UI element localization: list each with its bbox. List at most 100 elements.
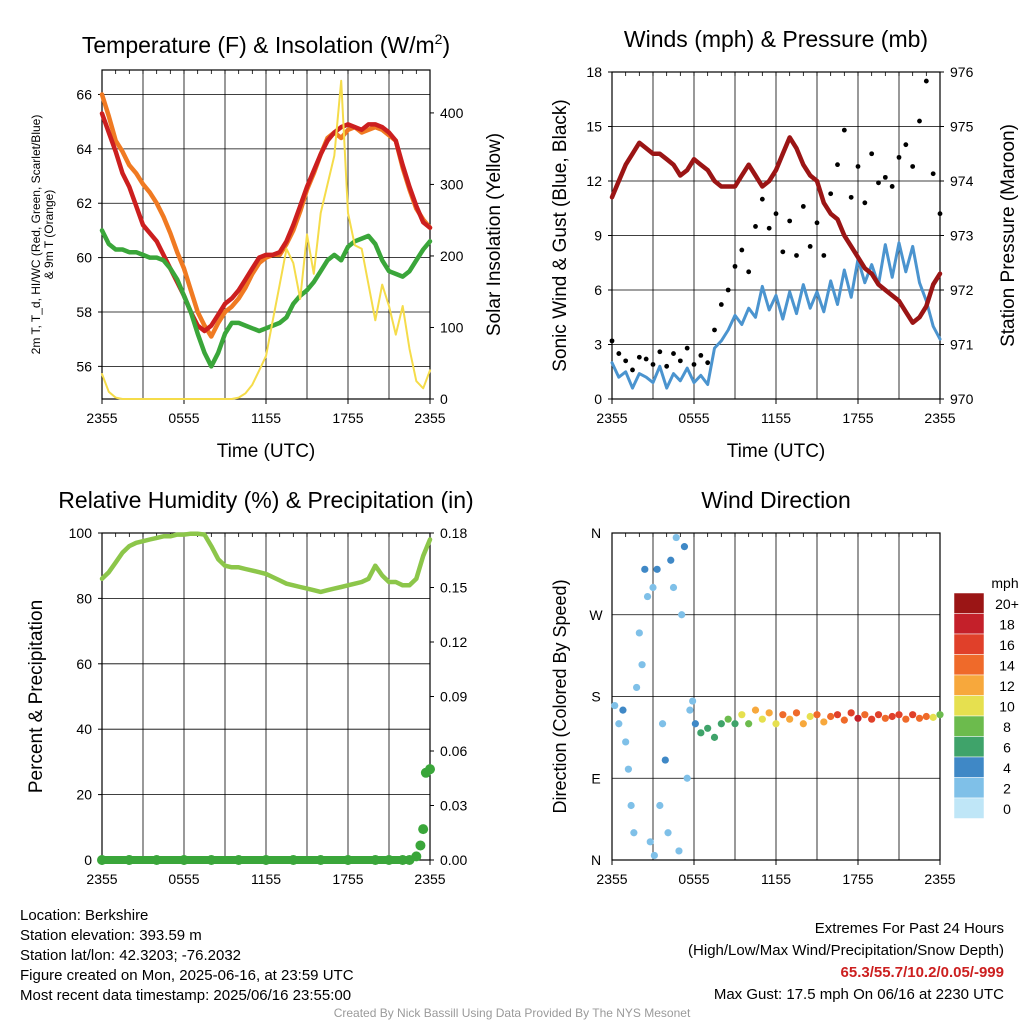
dir-point xyxy=(638,661,646,669)
wind-series-gust-point xyxy=(889,184,895,189)
dir-point xyxy=(678,611,686,619)
dir-point xyxy=(813,711,821,719)
temp-y-axis-right-label: Solar Insolation (Yellow) xyxy=(484,133,505,336)
wind-series-gust-point xyxy=(623,358,629,364)
dir-point xyxy=(833,711,842,719)
colorbar-label: 18 xyxy=(999,617,1015,633)
dir-xtick-label: 1155 xyxy=(761,871,791,887)
dir-point xyxy=(895,711,903,719)
dir-point xyxy=(792,709,801,717)
rh-ytick-label: 100 xyxy=(69,525,93,541)
temp-series-dewpoint-line xyxy=(99,228,433,369)
dir-point xyxy=(922,712,930,721)
rh-ytick-right-label: 0.18 xyxy=(440,525,467,541)
dir-point xyxy=(758,715,766,723)
dir-ytick-label: S xyxy=(591,689,600,705)
wind-chart: Winds (mph) & Pressure (mb) 2355 0555 1155 1… xyxy=(550,26,1019,462)
dir-point xyxy=(656,801,664,810)
wind-series-gust-point xyxy=(828,191,834,197)
temp-ytick-right-label: 400 xyxy=(440,105,464,121)
rh-xtick-label: 1155 xyxy=(251,871,281,887)
colorbar-label: 10 xyxy=(999,699,1015,715)
dir-point xyxy=(929,713,937,721)
wind-series-gust-point xyxy=(691,362,697,367)
rh-series-precipitation-point xyxy=(415,840,426,851)
wind-series-gust-point xyxy=(739,247,745,253)
wind-ytick-right-label: 976 xyxy=(950,64,974,80)
temp-chart: Temperature (F) & Insolation (W/m2) 2355 0… xyxy=(29,31,505,462)
dir-point xyxy=(861,711,869,719)
rh-ytick-right-label: 0.00 xyxy=(440,852,467,868)
rh-xtick-label: 1755 xyxy=(332,871,363,887)
dir-point xyxy=(658,720,667,728)
colorbar-label: 14 xyxy=(999,658,1015,674)
dir-point xyxy=(840,716,848,724)
wind-series-gust-point xyxy=(917,118,922,124)
dir-point xyxy=(627,801,635,810)
colorbar-label: 16 xyxy=(999,637,1015,653)
wind-series-gust-point xyxy=(664,363,670,369)
wind-series-gust-point xyxy=(630,367,635,373)
temp-xtick-label: 1155 xyxy=(251,410,281,426)
wind-series-gust-point xyxy=(937,211,943,217)
dir-point xyxy=(915,714,924,722)
colorbar-swatch xyxy=(953,715,985,737)
temp-xtick-label: 2355 xyxy=(414,410,445,426)
dir-point xyxy=(667,556,675,564)
extremes-info: Extremes For Past 24 Hours (High/Low/Max… xyxy=(688,918,1004,1006)
rh-ytick-right-label: 0.12 xyxy=(440,634,467,650)
dir-point xyxy=(611,701,619,710)
dir-point xyxy=(689,697,697,705)
dir-point xyxy=(799,720,807,728)
wind-series-gust-point xyxy=(787,218,793,224)
colorbar-swatch xyxy=(953,633,985,655)
colorbar-label: 20+ xyxy=(995,596,1019,612)
temp-ytick-right-label: 100 xyxy=(440,319,464,335)
rh-series-precipitation-point xyxy=(425,764,435,775)
wind-series-gust-point xyxy=(616,351,622,356)
wind-series-gust-point xyxy=(869,151,875,157)
colorbar-swatch xyxy=(953,592,985,614)
dir-point xyxy=(641,565,649,573)
wind-series-gust-point xyxy=(862,200,868,206)
colorbar-label: 6 xyxy=(1003,740,1011,756)
dir-point xyxy=(779,711,787,719)
created-label: Figure created on Mon, 2025-06-16, at 23… xyxy=(20,967,354,984)
wind-series-gust-point xyxy=(718,302,724,307)
colorbar-swatch xyxy=(953,736,985,758)
colorbar-swatch xyxy=(953,674,985,696)
temp-x-axis-label: Time (UTC) xyxy=(217,441,316,462)
wind-ytick-label: 9 xyxy=(594,228,602,244)
extremes-values: 65.3/55.7/10.2/0.05/-999 xyxy=(840,964,1004,981)
wind-ytick-label: 15 xyxy=(586,119,602,135)
temp-ytick-right-label: 200 xyxy=(440,248,464,264)
wind-series-gust-point xyxy=(841,127,847,133)
dir-point xyxy=(691,720,699,728)
dir-ytick-label: E xyxy=(591,770,600,786)
temp-y-axis-label-line2: & 9m T (Orange) xyxy=(42,190,56,280)
wind-series-gust-point xyxy=(698,353,704,358)
temp-ytick-right-label: 300 xyxy=(440,176,464,192)
wind-series-pressure-line xyxy=(609,135,943,325)
dir-xtick-label: 0555 xyxy=(678,871,709,887)
wind-xtick-label: 2355 xyxy=(924,410,955,426)
dir-chart-title: Wind Direction xyxy=(701,487,851,513)
rh-ytick-label: 80 xyxy=(76,590,92,606)
dir-point xyxy=(909,711,917,719)
wind-series-gust-point xyxy=(746,269,752,275)
elevation-label: Station elevation: 393.59 m xyxy=(20,927,202,944)
colorbar-swatch xyxy=(953,756,985,778)
wind-series-gust-point xyxy=(773,211,779,217)
dir-point xyxy=(874,711,883,719)
rh-ytick-label: 60 xyxy=(76,656,92,672)
station-info: Location: Berkshire Station elevation: 3… xyxy=(20,906,354,1006)
wind-series-gust-point xyxy=(766,225,772,231)
max-gust-label: Max Gust: 17.5 mph On 06/16 at 2230 UTC xyxy=(713,986,1004,1003)
dir-point xyxy=(649,583,657,592)
colorbar-swatch xyxy=(953,695,985,717)
dir-point xyxy=(772,720,780,728)
dir-point xyxy=(888,712,896,721)
wind-series-gust-point xyxy=(753,224,758,229)
dir-point xyxy=(765,709,773,717)
